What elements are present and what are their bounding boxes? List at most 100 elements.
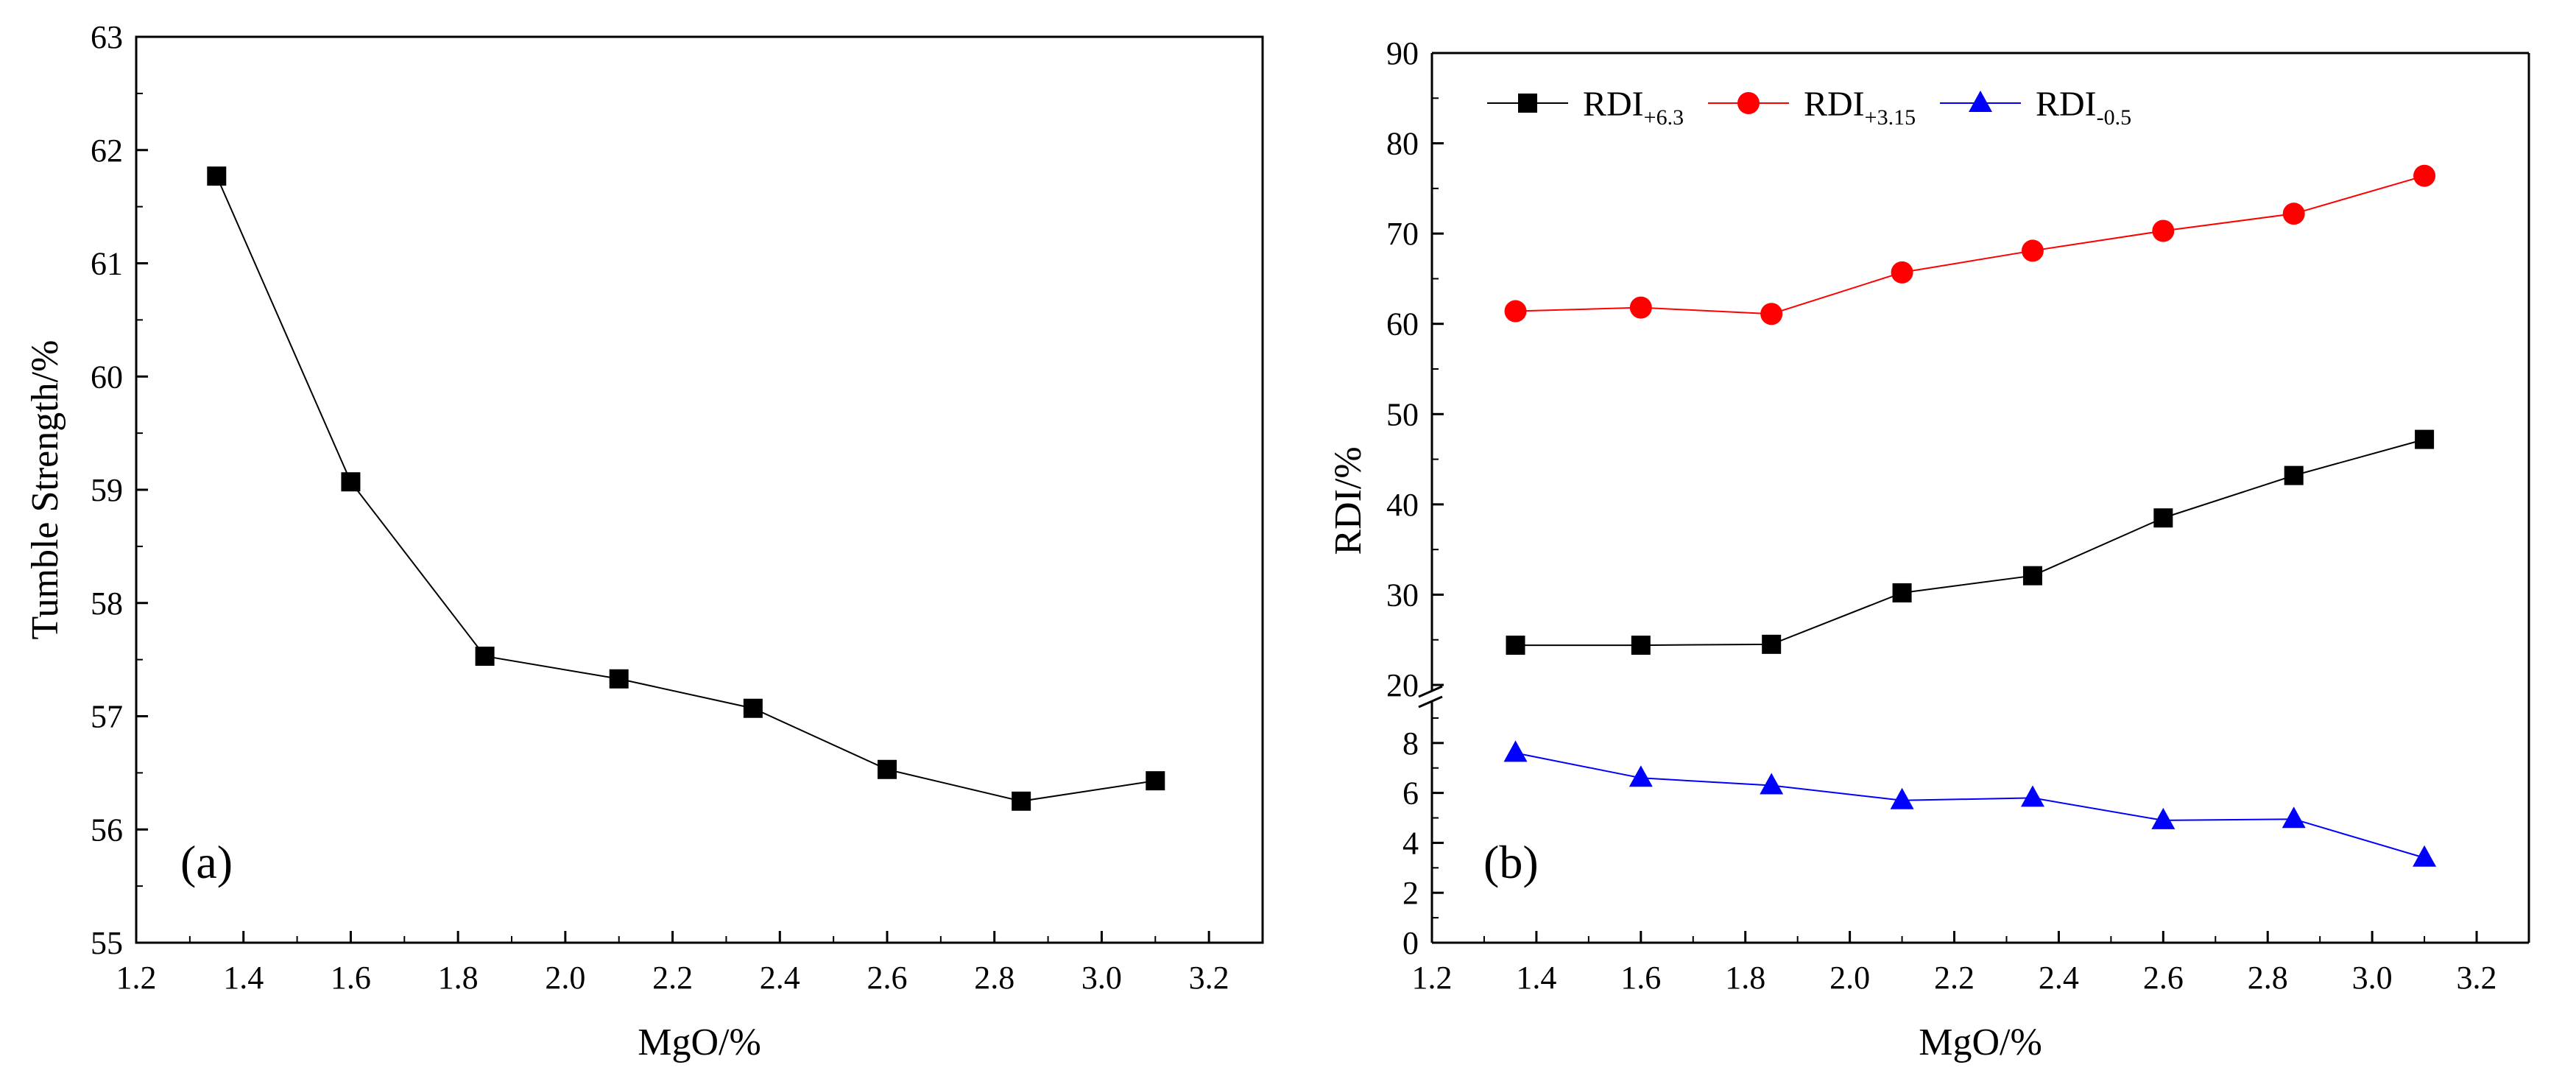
legend-label: RDI+6.3: [1583, 85, 1684, 130]
legend-marker: [1737, 92, 1760, 114]
y-tick-label: 63: [91, 19, 123, 55]
data-point: [1631, 636, 1651, 655]
x-tick-label: 2.8: [2248, 960, 2288, 996]
data-point: [1628, 765, 1653, 787]
y-tick-label: 4: [1402, 825, 1419, 861]
y-tick-label: 70: [1386, 216, 1419, 252]
y-tick-label: 60: [1386, 306, 1419, 342]
x-tick-label: 1.6: [331, 960, 371, 996]
series-line: [216, 175, 1156, 802]
data-point: [475, 647, 495, 667]
y-tick-label: 62: [91, 133, 123, 169]
data-point: [1760, 303, 1783, 326]
legend-label-subscript: +3.15: [1865, 105, 1916, 130]
x-tick-label: 2.4: [2039, 960, 2079, 996]
x-tick-label: 1.8: [1725, 960, 1765, 996]
y-tick-label: 55: [91, 925, 123, 961]
axis-break-mark: [1418, 695, 1443, 708]
data-point: [1012, 791, 1031, 811]
data-point: [1892, 583, 1912, 602]
data-point: [2152, 219, 2175, 242]
data-point: [2415, 429, 2435, 449]
y-tick-label: 8: [1402, 725, 1419, 762]
y-tick-label: 57: [91, 699, 123, 735]
y-axis-label: RDI/%: [1327, 446, 1369, 555]
y-tick-label: 58: [91, 586, 123, 622]
data-point: [743, 698, 763, 718]
legend-marker: [1518, 94, 1537, 113]
series-line: [1515, 175, 2425, 315]
legend-label-main: RDI: [1583, 85, 1644, 124]
data-point: [1146, 771, 1165, 791]
x-tick-label: 3.0: [2352, 960, 2393, 996]
panel-label: (a): [180, 836, 233, 888]
data-point: [2021, 239, 2044, 262]
data-point: [2413, 845, 2437, 867]
x-tick-label: 1.2: [116, 960, 157, 996]
y-tick-label: 40: [1386, 487, 1419, 523]
chart-panel-a: 55 56 57 58 59 60 61 62 63 1.2 1.4 1.6 1.8 2.0 2.2 2.4 2…: [24, 19, 1264, 1063]
x-tick-label: 1.8: [438, 960, 479, 996]
data-point: [1890, 787, 1914, 809]
y-tick-label: 30: [1386, 577, 1419, 613]
x-tick-label: 2.0: [1829, 960, 1870, 996]
x-tick-label: 2.6: [867, 960, 908, 996]
data-point: [609, 669, 629, 689]
x-tick-label: 2.2: [652, 960, 693, 996]
chart-panel-b: 20 30 40 50 60 70 80 90 0 2 4 6 8 1.2 1.4 1.6 1.8 2.0 2.2 2…: [1327, 35, 2530, 1063]
y-tick-label: 59: [91, 472, 123, 508]
x-tick-label: 3.2: [2457, 960, 2497, 996]
x-tick-label: 1.4: [1516, 960, 1556, 996]
x-tick-label: 2.8: [974, 960, 1014, 996]
data-point: [2282, 203, 2305, 225]
y-tick-label: 56: [91, 812, 123, 848]
data-point: [878, 759, 897, 779]
x-tick-label: 3.2: [1189, 960, 1229, 996]
series-line: [1515, 752, 2425, 859]
x-tick-label: 2.2: [1934, 960, 1975, 996]
y-tick-label: 60: [91, 359, 123, 395]
y-tick-label: 80: [1386, 126, 1419, 162]
y-tick-label: 61: [91, 246, 123, 282]
data-point: [1891, 261, 1913, 284]
x-axis-label: MgO/%: [1919, 1022, 2042, 1063]
data-point: [2022, 566, 2042, 586]
y-tick-label: 2: [1402, 875, 1419, 911]
data-point: [1629, 296, 1652, 319]
legend-label-main: RDI: [1804, 85, 1865, 124]
panel-label: (b): [1483, 836, 1539, 888]
legend-label-main: RDI: [2036, 85, 2097, 124]
data-point: [2153, 508, 2173, 528]
data-point: [2151, 807, 2176, 829]
x-tick-label: 2.4: [760, 960, 800, 996]
data-point: [207, 166, 227, 186]
legend-label-subscript: +6.3: [1644, 105, 1684, 130]
y-tick-label: 20: [1386, 667, 1419, 703]
y-tick-label: 90: [1386, 35, 1419, 71]
x-tick-label: 2.0: [545, 960, 585, 996]
series-line: [1515, 438, 2425, 647]
x-tick-label: 3.0: [1081, 960, 1122, 996]
y-axis-label: Tumble Strength/%: [24, 340, 66, 640]
x-tick-label: 1.4: [223, 960, 264, 996]
x-tick-label: 1.6: [1620, 960, 1661, 996]
data-point: [2284, 465, 2304, 485]
x-axis-label: MgO/%: [638, 1022, 761, 1063]
y-tick-label: 0: [1402, 925, 1419, 961]
axis-break-mark: [1418, 685, 1443, 698]
legend-label: RDI+3.15: [1804, 85, 1916, 130]
legend-label: RDI-0.5: [2036, 85, 2131, 130]
data-point: [1506, 636, 1525, 655]
x-tick-label: 1.2: [1412, 960, 1453, 996]
data-point: [1504, 300, 1527, 323]
data-point: [2413, 164, 2436, 187]
data-point: [1760, 773, 1784, 795]
legend-label-subscript: -0.5: [2097, 105, 2132, 130]
data-point: [1762, 634, 1782, 654]
data-point: [2020, 785, 2044, 807]
plot-frame: [135, 35, 1264, 944]
data-point: [1503, 740, 1528, 762]
data-point: [341, 472, 361, 492]
y-tick-label: 50: [1386, 396, 1419, 432]
